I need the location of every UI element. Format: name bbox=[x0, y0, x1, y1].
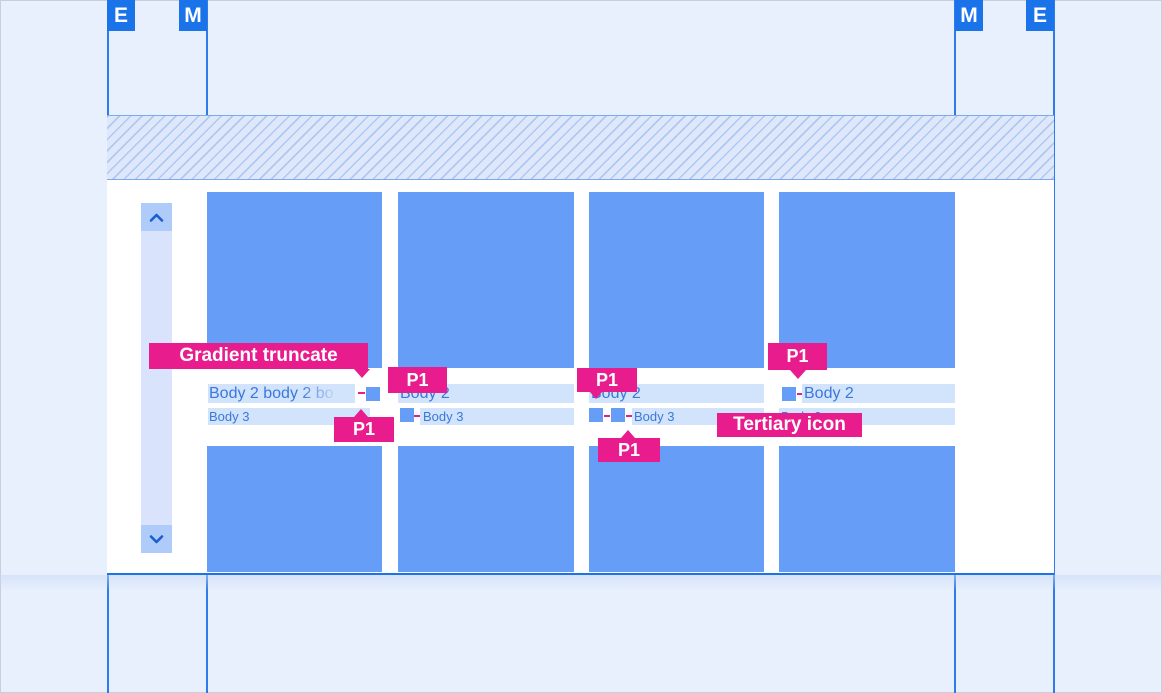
callout-p1: P1 bbox=[388, 367, 447, 393]
callout-pointer bbox=[790, 370, 806, 379]
margin-marker-left: M bbox=[179, 0, 207, 31]
body2-row: Body 2 bbox=[802, 384, 955, 403]
scrollbar-track[interactable] bbox=[141, 231, 172, 525]
body3-row: Body 3 bbox=[208, 408, 370, 425]
card-image-placeholder[interactable] bbox=[589, 192, 764, 368]
callout-p1: P1 bbox=[334, 417, 394, 442]
body3-label: Body 3 bbox=[634, 409, 675, 424]
body2-label: Body 2 bbox=[804, 385, 854, 402]
callout-p1: P1 bbox=[598, 438, 660, 462]
body3-label: Body 3 bbox=[423, 409, 464, 424]
card-image-placeholder[interactable] bbox=[207, 446, 382, 572]
callout-tertiary-icon: Tertiary icon bbox=[717, 413, 862, 437]
padding-redline bbox=[358, 392, 365, 394]
edge-marker-right: E bbox=[1026, 0, 1054, 31]
padding-redline bbox=[626, 415, 632, 417]
tertiary-icon bbox=[589, 408, 603, 422]
card-image-placeholder[interactable] bbox=[398, 192, 574, 368]
body2-row: Body 2 body 2 bo bbox=[208, 384, 355, 403]
hatched-region bbox=[107, 115, 1054, 180]
callout-p1: P1 bbox=[768, 343, 827, 370]
padding-redline bbox=[414, 415, 420, 417]
tertiary-icon bbox=[611, 408, 625, 422]
chevron-down-icon bbox=[149, 534, 164, 543]
card-image-placeholder[interactable] bbox=[589, 446, 764, 572]
tertiary-icon bbox=[366, 387, 380, 401]
scrollbar-up-button[interactable] bbox=[141, 203, 172, 231]
callout-pointer bbox=[590, 392, 602, 399]
chevron-up-icon bbox=[149, 213, 164, 222]
padding-redline bbox=[797, 393, 802, 395]
surface-bottom-shadow bbox=[0, 575, 1162, 591]
scrollbar-down-button[interactable] bbox=[141, 525, 172, 553]
tertiary-icon bbox=[400, 408, 414, 422]
tertiary-icon bbox=[782, 387, 796, 401]
callout-pointer bbox=[354, 369, 370, 378]
gradient-fade-overlay bbox=[300, 384, 355, 403]
card-image-placeholder[interactable] bbox=[398, 446, 574, 572]
body3-row: Body 3 bbox=[420, 408, 574, 425]
callout-pointer bbox=[354, 409, 368, 417]
body3-label: Body 3 bbox=[209, 409, 250, 424]
callout-pointer bbox=[621, 430, 635, 438]
edge-marker-left: E bbox=[107, 0, 135, 31]
callout-gradient-truncate: Gradient truncate bbox=[149, 343, 368, 369]
callout-p1: P1 bbox=[577, 368, 637, 392]
card-image-placeholder[interactable] bbox=[779, 446, 955, 572]
margin-marker-right: M bbox=[955, 0, 983, 31]
padding-redline bbox=[604, 415, 610, 417]
card-image-placeholder[interactable] bbox=[779, 192, 955, 368]
card-image-placeholder[interactable] bbox=[207, 192, 382, 368]
